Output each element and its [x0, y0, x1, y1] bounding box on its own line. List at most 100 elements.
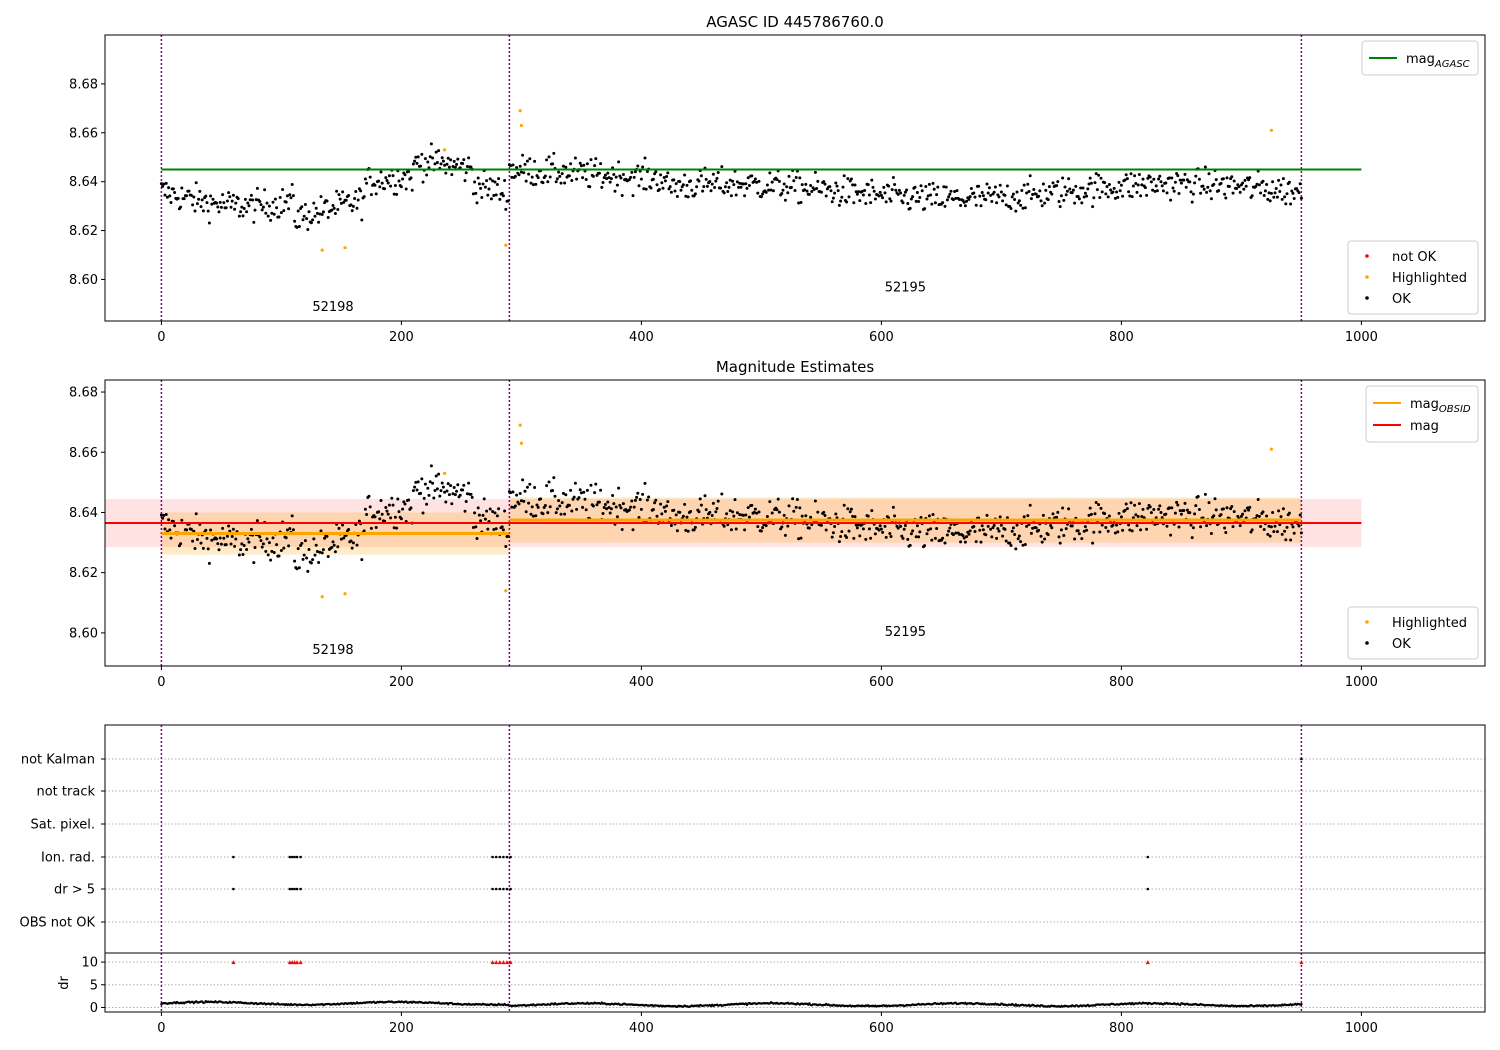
- ok-point: [990, 199, 994, 203]
- ok-point: [972, 191, 976, 195]
- ok-point: [661, 186, 665, 190]
- ok-point: [365, 181, 369, 185]
- ok-point: [771, 189, 775, 193]
- ok-point: [1188, 511, 1192, 515]
- ok-point: [678, 510, 682, 514]
- ok-point: [227, 191, 231, 195]
- ok-point: [1279, 515, 1283, 519]
- ok-point: [1259, 524, 1263, 528]
- ok-point: [1057, 535, 1061, 539]
- ok-point: [204, 528, 208, 532]
- y-tick-label: 8.62: [69, 224, 98, 239]
- ok-point: [456, 157, 460, 161]
- ok-point: [392, 192, 396, 196]
- ok-point: [288, 193, 292, 197]
- ok-point: [999, 190, 1003, 194]
- ok-point: [710, 182, 714, 186]
- legend-dot-swatch: [1365, 275, 1369, 279]
- ok-point: [1130, 529, 1134, 533]
- ok-point: [425, 173, 429, 177]
- ok-point: [168, 194, 172, 198]
- ok-point: [930, 202, 934, 206]
- ok-point: [813, 499, 817, 503]
- ok-point: [1285, 525, 1289, 529]
- highlighted-point: [1269, 128, 1273, 132]
- ok-point: [552, 151, 556, 155]
- ok-point: [794, 176, 798, 180]
- ok-point: [1146, 506, 1150, 510]
- ok-point: [1016, 537, 1020, 541]
- ok-point: [241, 553, 245, 557]
- ok-point: [1004, 203, 1008, 207]
- ok-point: [1071, 188, 1075, 192]
- ok-point: [464, 500, 468, 504]
- ok-point: [734, 193, 738, 197]
- ok-point: [629, 175, 633, 179]
- ok-point: [722, 191, 726, 195]
- ok-point: [217, 210, 221, 214]
- ok-point: [795, 497, 799, 501]
- ok-point: [1134, 513, 1138, 517]
- ok-point: [176, 196, 180, 200]
- ok-point: [1118, 189, 1122, 193]
- ok-point: [947, 529, 951, 533]
- ok-point: [255, 519, 259, 523]
- ok-point: [965, 199, 969, 203]
- ok-point: [871, 185, 875, 189]
- ok-point: [917, 535, 921, 539]
- dr-tick-label: 0: [90, 1001, 98, 1016]
- ok-point: [998, 515, 1002, 519]
- legend-upper-frame: [1361, 40, 1479, 76]
- ok-point: [374, 526, 378, 530]
- ok-point: [985, 513, 989, 517]
- ok-point: [1291, 525, 1295, 529]
- estimates-panel-title: Magnitude Estimates: [716, 358, 874, 376]
- ok-point: [360, 218, 364, 222]
- ok-point: [383, 187, 387, 191]
- ok-point: [1111, 190, 1115, 194]
- highlighted-point: [320, 248, 324, 252]
- ok-point: [722, 524, 726, 528]
- ok-point: [399, 517, 403, 521]
- ok-point: [633, 170, 637, 174]
- ok-point: [356, 198, 360, 202]
- ok-point: [879, 193, 883, 197]
- ok-point: [267, 204, 271, 208]
- ok-point: [384, 176, 388, 180]
- ok-point: [1063, 185, 1067, 189]
- ok-point: [621, 172, 625, 176]
- ok-point: [191, 203, 195, 207]
- ok-point: [903, 524, 907, 528]
- ok-point: [504, 545, 508, 549]
- ok-point: [1231, 191, 1235, 195]
- ok-point: [645, 498, 649, 502]
- ok-point: [438, 494, 442, 498]
- ok-point: [1255, 182, 1259, 186]
- ok-point: [729, 194, 733, 198]
- ok-point: [775, 177, 779, 181]
- ok-point: [896, 526, 900, 530]
- ok-point: [465, 492, 469, 496]
- ok-point: [1136, 183, 1140, 187]
- ok-point: [373, 515, 377, 519]
- ok-point: [863, 188, 867, 192]
- ok-point: [1232, 510, 1236, 514]
- ok-point: [476, 506, 480, 510]
- ok-point: [295, 225, 299, 229]
- ok-point: [1269, 191, 1273, 195]
- ok-point: [1297, 191, 1301, 195]
- ok-point: [432, 496, 436, 500]
- y-tick-label: 8.66: [69, 126, 98, 141]
- ok-point: [483, 517, 487, 521]
- ok-point: [902, 193, 906, 197]
- ok-point: [1159, 180, 1163, 184]
- ok-point: [397, 179, 401, 183]
- flag-point: [491, 855, 494, 859]
- ok-point: [228, 529, 232, 533]
- highlighted-point: [504, 589, 508, 593]
- ok-point: [1277, 509, 1281, 513]
- ok-point: [709, 189, 713, 193]
- ok-point: [485, 179, 489, 183]
- ok-point: [1049, 524, 1053, 528]
